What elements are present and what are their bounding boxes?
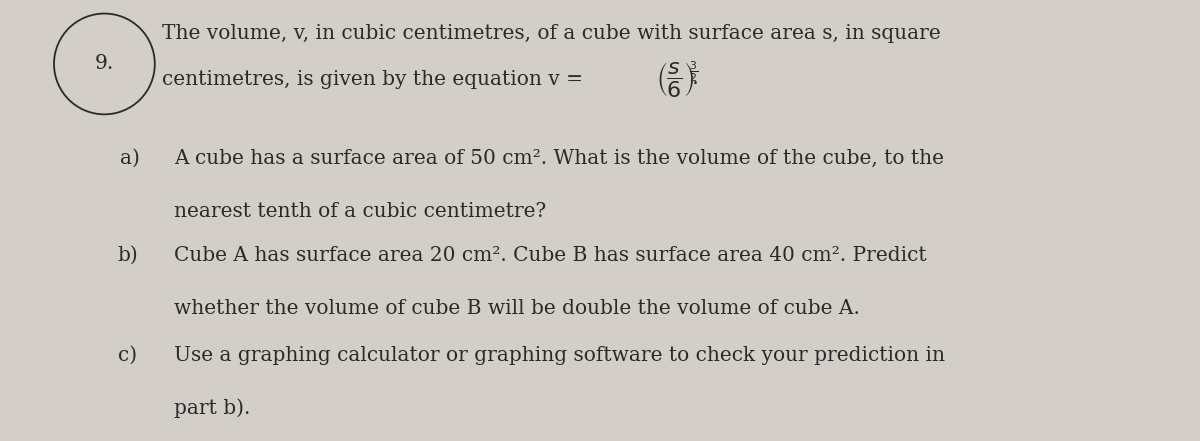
Text: Cube A has surface area 20 cm². Cube B has surface area 40 cm². Predict: Cube A has surface area 20 cm². Cube B h… <box>174 246 926 265</box>
Text: The volume, v, in cubic centimetres, of a cube with surface area s, in square: The volume, v, in cubic centimetres, of … <box>162 23 941 43</box>
Text: nearest tenth of a cubic centimetre?: nearest tenth of a cubic centimetre? <box>174 202 546 221</box>
Text: A cube has a surface area of 50 cm². What is the volume of the cube, to the: A cube has a surface area of 50 cm². Wha… <box>174 149 944 168</box>
Text: centimetres, is given by the equation v =: centimetres, is given by the equation v … <box>162 70 589 89</box>
Text: part b).: part b). <box>174 398 251 418</box>
Text: whether the volume of cube B will be double the volume of cube A.: whether the volume of cube B will be dou… <box>174 299 860 318</box>
Text: Use a graphing calculator or graphing software to check your prediction in: Use a graphing calculator or graphing so… <box>174 345 946 365</box>
Text: a): a) <box>120 149 140 168</box>
Text: c): c) <box>118 345 137 365</box>
Text: 9.: 9. <box>95 54 114 74</box>
Text: b): b) <box>118 246 138 265</box>
Text: $\!\left(\dfrac{s}{6}\right)^{\!\!\frac{3}{2}}\!\!.$: $\!\left(\dfrac{s}{6}\right)^{\!\!\frac{… <box>658 59 698 100</box>
